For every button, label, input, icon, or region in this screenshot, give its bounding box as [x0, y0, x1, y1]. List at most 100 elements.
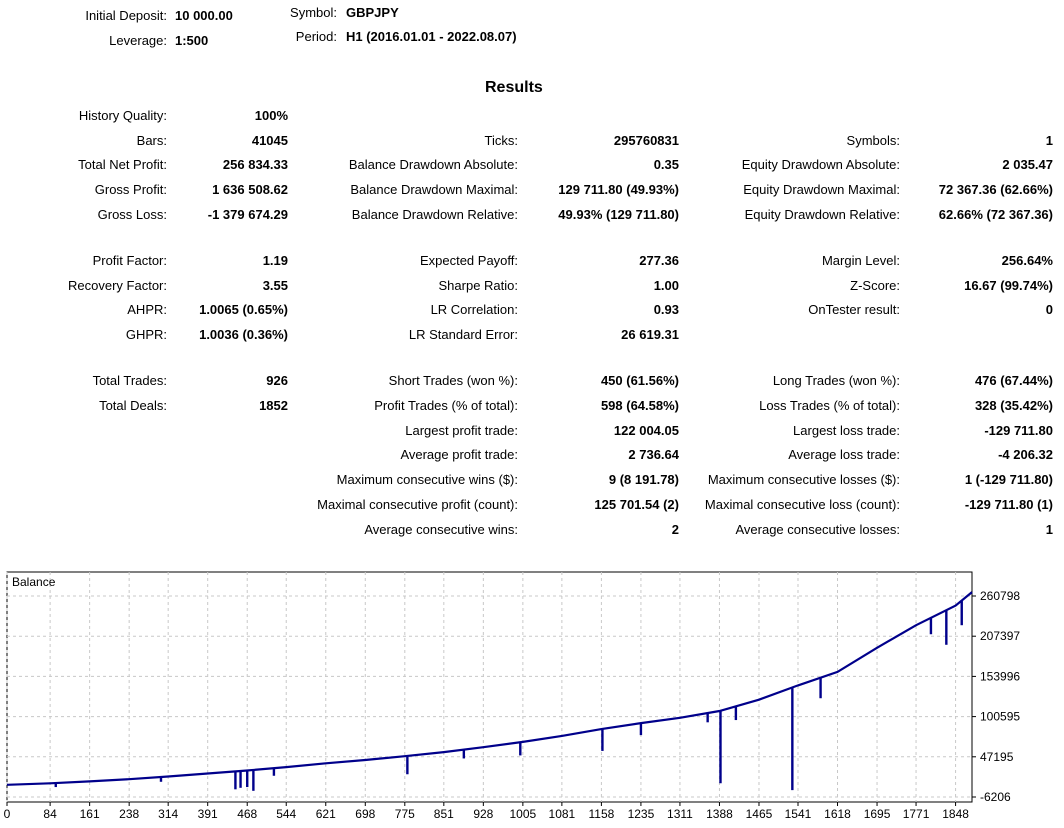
y-tick-label: 260798 [980, 589, 1020, 603]
y-tick-label: 207397 [980, 629, 1020, 643]
largest-profit-trade-label: Largest profit trade: [405, 423, 518, 438]
y-tick-label: 47195 [980, 750, 1014, 764]
long-trades-label: Long Trades (won %): [772, 373, 900, 388]
maximal-consecutive-loss-value: -129 711.80 (1) [964, 497, 1053, 512]
x-tick-label: 1158 [588, 807, 614, 821]
gross-loss-value: -1 379 674.29 [207, 207, 288, 222]
chart-grid [6, 572, 972, 802]
largest-loss-trade-value: -129 711.80 [984, 423, 1053, 438]
average-consecutive-losses-value: 1 [1045, 522, 1053, 537]
balance-dd-absolute-value: 0.35 [653, 157, 679, 172]
chart-frame [6, 571, 973, 803]
leverage-label: Leverage: [109, 33, 167, 48]
y-axis-ticks: -6206 47195 100595 153996 207397 260798 [972, 589, 1020, 804]
recovery-factor-label: Recovery Factor: [68, 278, 167, 293]
x-tick-label: 1388 [706, 807, 733, 821]
short-trades-value: 450 (61.56%) [600, 373, 679, 388]
balance-dd-relative-label: Balance Drawdown Relative: [351, 207, 518, 222]
x-axis-ticks: 0 84 161 238 314 391 468 544 621 698 775 851 928 1005… [4, 802, 969, 821]
equity-dd-absolute-value: 2 035.47 [1002, 157, 1053, 172]
ontester-result-label: OnTester result: [808, 302, 900, 317]
maximal-consecutive-profit-value: 125 701.54 (2) [594, 497, 679, 512]
y-tick-label: -6206 [980, 790, 1011, 804]
sharpe-ratio-value: 1.00 [653, 278, 679, 293]
ticks-label: Ticks: [484, 133, 518, 148]
x-tick-label: 1081 [549, 807, 576, 821]
equity-dd-maximal-label: Equity Drawdown Maximal: [743, 182, 900, 197]
x-tick-label: 391 [198, 807, 218, 821]
lr-standard-error-label: LR Standard Error: [408, 327, 518, 342]
average-loss-trade-label: Average loss trade: [788, 447, 900, 462]
ghpr-label: GHPR: [125, 327, 167, 342]
x-tick-label: 161 [80, 807, 100, 821]
gross-loss-label: Gross Loss: [97, 207, 167, 222]
ahpr-label: AHPR: [127, 302, 167, 317]
symbol-label: Symbol: [290, 5, 337, 20]
bars-value: 41045 [251, 133, 288, 148]
ticks-value: 295760831 [613, 133, 679, 148]
balance-line [6, 591, 973, 786]
max-consecutive-wins-value: 9 (8 191.78) [608, 472, 679, 487]
ahpr-value: 1.0065 (0.65%) [199, 302, 288, 317]
x-tick-label: 775 [395, 807, 415, 821]
average-profit-trade-label: Average profit trade: [400, 447, 518, 462]
x-tick-label: 0 [4, 807, 11, 821]
x-tick-label: 928 [473, 807, 493, 821]
leverage-value: 1:500 [175, 33, 209, 48]
x-tick-label: 468 [237, 807, 257, 821]
loss-trades-value: 328 (35.42%) [974, 398, 1053, 413]
equity-dd-relative-label: Equity Drawdown Relative: [744, 207, 900, 222]
sharpe-ratio-label: Sharpe Ratio: [438, 278, 519, 293]
symbols-value: 1 [1045, 133, 1053, 148]
x-tick-label: 84 [43, 807, 57, 821]
x-tick-label: 238 [119, 807, 139, 821]
symbol-value: GBPJPY [346, 5, 399, 20]
chart-marks [6, 591, 973, 791]
max-consecutive-losses-label: Maximum consecutive losses ($): [707, 472, 900, 487]
profit-factor-label: Profit Factor: [92, 253, 167, 268]
expected-payoff-label: Expected Payoff: [419, 253, 518, 268]
z-score-label: Z-Score: [850, 278, 900, 293]
average-loss-trade-value: -4 206.32 [998, 447, 1053, 462]
profit-trades-value: 598 (64.58%) [600, 398, 679, 413]
period-label: Period: [295, 29, 337, 44]
x-tick-label: 1618 [824, 807, 851, 821]
maximal-consecutive-profit-label: Maximal consecutive profit (count): [317, 497, 518, 512]
expected-payoff-value: 277.36 [639, 253, 679, 268]
average-consecutive-wins-label: Average consecutive wins: [364, 522, 518, 537]
x-tick-label: 1465 [746, 807, 773, 821]
gross-profit-label: Gross Profit: [94, 182, 167, 197]
total-deals-value: 1852 [259, 398, 288, 413]
x-tick-label: 851 [434, 807, 454, 821]
average-profit-trade-value: 2 736.64 [628, 447, 679, 462]
x-tick-label: 1311 [667, 807, 693, 821]
balance-dd-maximal-label: Balance Drawdown Maximal: [350, 182, 518, 197]
long-trades-value: 476 (67.44%) [974, 373, 1053, 388]
y-tick-label: 100595 [980, 710, 1020, 724]
x-tick-label: 1848 [942, 807, 969, 821]
x-tick-label: 1235 [628, 807, 655, 821]
y-tick-label: 153996 [980, 669, 1020, 683]
average-consecutive-losses-label: Average consecutive losses: [735, 522, 900, 537]
total-deals-label: Total Deals: [99, 398, 167, 413]
x-tick-label: 621 [316, 807, 336, 821]
ghpr-value: 1.0036 (0.36%) [199, 327, 288, 342]
total-net-profit-label: Total Net Profit: [78, 157, 167, 172]
lr-standard-error-value: 26 619.31 [621, 327, 679, 342]
margin-level-label: Margin Level: [821, 253, 900, 268]
balance-dd-maximal-value: 129 711.80 (49.93%) [558, 182, 679, 197]
max-consecutive-losses-value: 1 (-129 711.80) [964, 472, 1053, 487]
x-tick-label: 1005 [510, 807, 537, 821]
profit-factor-value: 1.19 [262, 253, 288, 268]
short-trades-label: Short Trades (won %): [388, 373, 518, 388]
x-tick-label: 1541 [785, 807, 812, 821]
period-value: H1 (2016.01.01 - 2022.08.07) [346, 29, 517, 44]
max-consecutive-wins-label: Maximum consecutive wins ($): [336, 472, 518, 487]
symbols-label: Symbols: [846, 133, 900, 148]
lr-correlation-value: 0.93 [653, 302, 679, 317]
balance-chart: -6206 47195 100595 153996 207397 260798 0 84 16… [4, 571, 1020, 821]
x-tick-label: 1771 [903, 807, 930, 821]
initial-deposit-label: Initial Deposit: [85, 8, 167, 23]
equity-dd-absolute-label: Equity Drawdown Absolute: [741, 157, 900, 172]
total-trades-value: 926 [266, 373, 288, 388]
